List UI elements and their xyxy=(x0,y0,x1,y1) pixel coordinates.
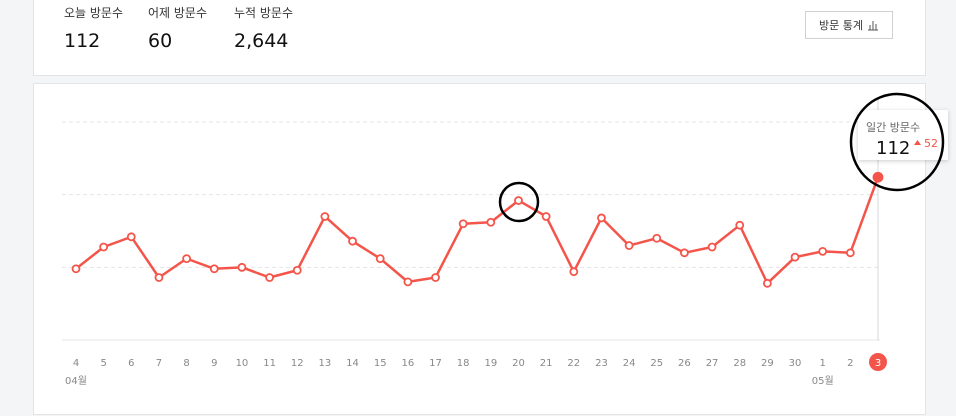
point xyxy=(320,212,330,221)
stat-value: 2,644 xyxy=(234,30,289,52)
stat-value: 112 xyxy=(64,30,101,52)
line xyxy=(75,176,880,285)
x-tick-label: 17 xyxy=(429,358,442,369)
point xyxy=(292,265,302,275)
tooltip-change: 52 xyxy=(924,137,938,150)
x-tick-label: 28 xyxy=(733,358,746,369)
stat: 어제 방문수 60 xyxy=(148,4,207,52)
point xyxy=(735,220,745,230)
x-tick-label: 5 xyxy=(100,358,106,369)
point xyxy=(99,242,109,252)
x-tick-label: 29 xyxy=(761,358,774,369)
month-label: 05월 xyxy=(812,375,834,387)
x-tick-label: 25 xyxy=(650,358,663,369)
x-tick-label: 4 xyxy=(73,358,79,369)
chart-card xyxy=(33,83,926,415)
point xyxy=(431,273,440,282)
annotation-circle xyxy=(498,181,540,223)
x-tick-label: 3 xyxy=(875,358,881,369)
x-tick-label: 7 xyxy=(156,358,162,369)
annotation-circle xyxy=(849,92,945,192)
x-tick-label: 12 xyxy=(291,358,304,369)
point xyxy=(458,219,468,229)
stat: 누적 방문수 2,644 xyxy=(234,4,293,52)
point xyxy=(845,248,855,258)
stats-button[interactable]: 방문 통계 xyxy=(805,11,893,39)
point xyxy=(818,246,828,256)
x-tick-label: 15 xyxy=(374,358,387,369)
x-tick-label: 1 xyxy=(820,358,826,369)
point xyxy=(375,254,385,264)
x-tick-label: 27 xyxy=(706,358,719,369)
summary-card: 오늘 방문수 112 어제 방문수 60 누적 방문수 2,644 방문 통계 xyxy=(33,0,926,76)
point xyxy=(265,273,274,282)
x-tick-label: 2 xyxy=(847,358,853,369)
tooltip-value: 112 xyxy=(876,138,910,159)
x-tick-label: 24 xyxy=(623,358,636,369)
x-tick-label: 23 xyxy=(595,358,608,369)
x-tick-label: 19 xyxy=(484,358,497,369)
stat-label: 오늘 방문수 xyxy=(64,6,124,20)
x-tick-label: 18 xyxy=(457,358,470,369)
point xyxy=(652,233,662,243)
x-tick-label: 14 xyxy=(346,358,359,369)
selected-day-badge xyxy=(869,353,887,371)
tooltip-label: 일간 방문수 xyxy=(866,120,920,134)
point xyxy=(597,213,606,223)
point xyxy=(237,262,247,272)
x-tick-label: 10 xyxy=(236,358,249,369)
x-tick-label: 26 xyxy=(678,358,691,369)
stat-value: 60 xyxy=(148,30,173,52)
point xyxy=(762,278,772,288)
up-arrow xyxy=(914,140,921,145)
x-tick-label: 16 xyxy=(401,358,414,369)
x-tick-label: 6 xyxy=(128,358,134,369)
point xyxy=(707,242,717,252)
x-tick-label: 20 xyxy=(512,358,525,369)
point xyxy=(154,273,164,282)
x-tick-label: 30 xyxy=(789,358,802,369)
x-tick-label: 8 xyxy=(183,358,189,369)
stat-label: 누적 방문수 xyxy=(234,6,294,20)
point xyxy=(541,212,551,221)
tooltip-box xyxy=(858,110,948,160)
button-label: 방문 통계 xyxy=(819,19,863,32)
point xyxy=(514,196,523,205)
x-tick-label: 9 xyxy=(211,358,217,369)
point xyxy=(71,264,81,274)
x-tick-label: 22 xyxy=(567,358,580,369)
point xyxy=(486,217,496,227)
point xyxy=(209,264,219,274)
month-label: 04월 xyxy=(65,375,87,387)
chart-icon xyxy=(867,20,878,30)
point xyxy=(126,232,136,242)
point xyxy=(182,254,192,264)
x-tick-label: 11 xyxy=(263,358,276,369)
stat: 오늘 방문수 112 xyxy=(64,4,123,52)
point xyxy=(348,236,357,246)
x-tick-label: 13 xyxy=(319,358,332,369)
point xyxy=(790,252,800,262)
point xyxy=(403,277,413,287)
point xyxy=(872,171,884,183)
x-tick-label: 21 xyxy=(540,358,553,369)
point xyxy=(680,248,689,258)
point xyxy=(569,267,579,277)
point xyxy=(624,241,634,250)
stat-label: 어제 방문수 xyxy=(148,6,208,20)
